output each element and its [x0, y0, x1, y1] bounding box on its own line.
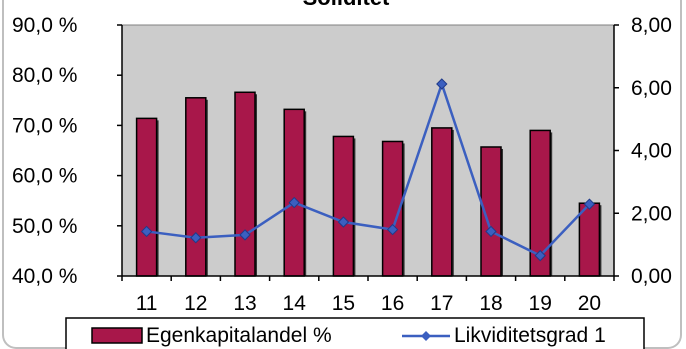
legend-label: Likviditetsgrad 1 [454, 324, 606, 347]
legend: Egenkapitalandel % Likviditetsgrad 1 [65, 317, 645, 349]
y-right-tick-label: 8,00 [631, 14, 672, 37]
y-right-tick-label: 6,00 [631, 77, 672, 100]
line-point [485, 225, 497, 238]
line-point [190, 232, 202, 244]
bar [283, 108, 305, 277]
x-tick-label: 18 [479, 292, 502, 315]
x-tick-label: 12 [184, 292, 207, 315]
line-point [386, 223, 399, 236]
legend-box [65, 317, 645, 349]
legend-line-marker [421, 331, 431, 341]
line-point [140, 225, 153, 238]
line-point [239, 229, 251, 241]
bar [234, 91, 256, 277]
y-left-tick-label: 50,0 % [12, 215, 77, 238]
legend-label: Egenkapitalandel % [146, 324, 332, 347]
x-tick-label: 20 [578, 292, 601, 315]
line-point [337, 216, 350, 228]
x-tick-label: 14 [283, 292, 307, 315]
x-tick-label: 16 [381, 292, 404, 315]
chart-title: Soliditet [303, 0, 390, 10]
bar [578, 202, 601, 277]
line-point [583, 198, 596, 210]
x-tick-label: 19 [529, 292, 552, 315]
line-series [140, 78, 596, 262]
line-point [288, 196, 300, 209]
bar-series [135, 91, 602, 277]
y-right-tick-label: 4,00 [631, 140, 672, 163]
axes: 40,0 % 50,0 % 60,0 % 70,0 % 80,0 % 90,0 % 0,00… [12, 14, 672, 315]
y-left-tick-label: 70,0 % [12, 114, 77, 137]
y-right-tick-label: 0,00 [631, 265, 672, 288]
x-tick-label: 11 [136, 292, 158, 315]
x-tick-label: 17 [430, 292, 453, 315]
y-left-tick-label: 90,0 % [12, 14, 77, 37]
x-tick-label: 15 [332, 292, 355, 315]
bar [431, 127, 453, 277]
y-left-tick-label: 80,0 % [12, 64, 77, 87]
x-tick-label: 13 [233, 292, 256, 315]
line-point [534, 249, 546, 262]
legend-bar-swatch [91, 327, 143, 344]
y-left-tick-label: 60,0 % [12, 165, 77, 188]
line-path [146, 80, 591, 258]
y-right-tick-label: 2,00 [631, 202, 672, 225]
bar [135, 117, 158, 277]
y-left-tick-label: 40,0 % [12, 265, 77, 288]
bar [185, 97, 207, 277]
bar [332, 135, 355, 277]
line-point [436, 78, 448, 90]
